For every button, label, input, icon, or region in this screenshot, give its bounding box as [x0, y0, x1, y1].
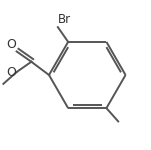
Text: Br: Br — [58, 13, 71, 26]
Text: O: O — [6, 66, 16, 79]
Text: O: O — [6, 38, 16, 51]
